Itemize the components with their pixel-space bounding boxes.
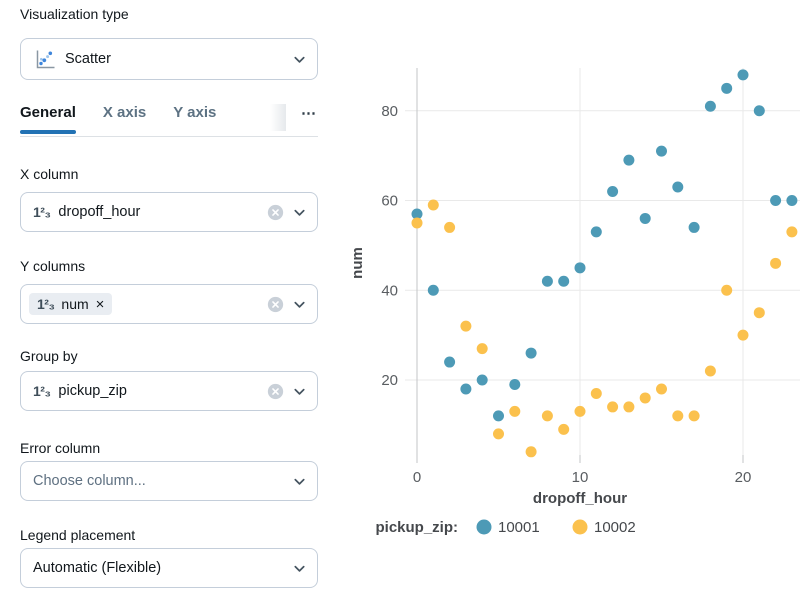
chevron-down-icon: [292, 384, 307, 399]
legend-placement-select[interactable]: Automatic (Flexible): [20, 548, 318, 588]
y-columns-select[interactable]: 1²₃ num ×: [20, 284, 318, 324]
x-axis-title: dropoff_hour: [533, 490, 627, 507]
error-column-select[interactable]: Choose column...: [20, 461, 318, 501]
svg-text:20: 20: [381, 372, 398, 389]
error-column-placeholder: Choose column...: [33, 473, 146, 489]
remove-tag-icon[interactable]: ×: [95, 295, 105, 313]
x-column-value: dropoff_hour: [58, 204, 141, 220]
settings-tabs: General X axis Y axis ⋯: [20, 104, 318, 137]
svg-text:10001: 10001: [498, 519, 540, 536]
viz-type-select[interactable]: Scatter: [20, 38, 318, 80]
group-by-value: pickup_zip: [58, 383, 127, 399]
tab-general[interactable]: General: [20, 104, 76, 134]
tabs-scroll-shadow: [270, 104, 286, 131]
legend-placement-label: Legend placement: [20, 527, 136, 543]
scatter-chart-icon: [33, 47, 57, 71]
numeric-type-icon: 1²₃: [33, 383, 51, 399]
svg-text:80: 80: [381, 103, 398, 120]
viz-type-label: Visualization type: [20, 6, 129, 22]
clear-icon[interactable]: [267, 383, 284, 400]
numeric-type-icon: 1²₃: [33, 204, 51, 220]
x-column-label: X column: [20, 166, 79, 182]
visualization-editor-panel: Visualization type Scatter General X axi…: [20, 0, 318, 588]
svg-text:pickup_zip:: pickup_zip:: [375, 519, 458, 536]
tab-x-axis[interactable]: X axis: [102, 104, 147, 121]
x-column-select[interactable]: 1²₃ dropoff_hour: [20, 192, 318, 232]
svg-text:10002: 10002: [594, 519, 636, 536]
chevron-down-icon: [292, 205, 307, 220]
chevron-down-icon: [292, 52, 307, 67]
svg-text:20: 20: [735, 469, 752, 486]
viz-type-value: Scatter: [65, 51, 111, 67]
svg-text:10: 10: [572, 469, 589, 486]
group-by-label: Group by: [20, 348, 78, 364]
tabs-overflow-button[interactable]: ⋯: [295, 104, 318, 132]
error-column-label: Error column: [20, 440, 101, 456]
y-axis-title: num: [349, 247, 366, 279]
chart-area: 20 40 60 80 0 10 20 num dropoff_hour pickup_zip: 1…: [340, 0, 800, 586]
svg-text:60: 60: [381, 193, 398, 210]
svg-text:0: 0: [413, 469, 421, 486]
clear-icon[interactable]: [267, 204, 284, 221]
y-column-tag-num[interactable]: 1²₃ num ×: [29, 293, 113, 315]
legend-placement-value: Automatic (Flexible): [33, 560, 162, 576]
tab-y-axis[interactable]: Y axis: [173, 104, 217, 121]
chevron-down-icon: [292, 474, 307, 489]
scatter-plot[interactable]: 20 40 60 80 0 10 20 num dropoff_hour pickup_zip: 1…: [340, 0, 800, 586]
group-by-select[interactable]: 1²₃ pickup_zip: [20, 371, 318, 411]
chevron-down-icon: [292, 297, 307, 312]
clear-icon[interactable]: [267, 296, 284, 313]
y-columns-label: Y columns: [20, 258, 86, 274]
y-column-tag-value: num: [61, 296, 89, 312]
numeric-type-icon: 1²₃: [37, 296, 55, 312]
chevron-down-icon: [292, 561, 307, 576]
svg-text:40: 40: [381, 282, 398, 299]
